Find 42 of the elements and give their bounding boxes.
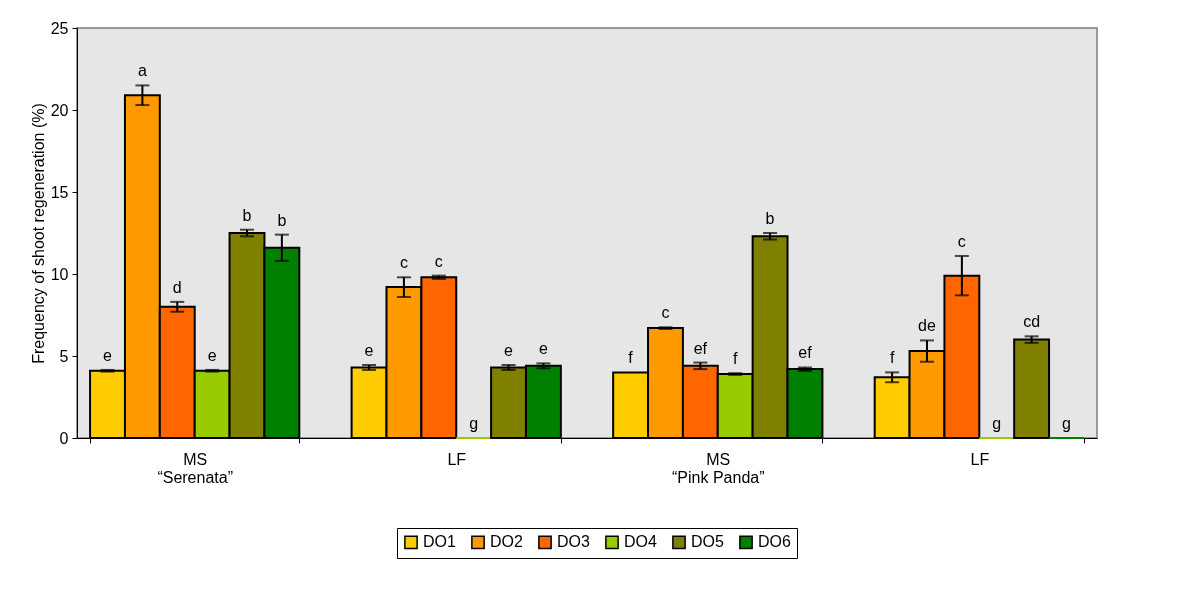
data-label: ef bbox=[693, 339, 708, 357]
data-label: e bbox=[538, 340, 548, 358]
x-tick-label: LF bbox=[447, 450, 467, 468]
y-tick-label: 15 bbox=[50, 183, 69, 201]
legend-label: DO6 bbox=[758, 533, 791, 551]
data-label: e bbox=[207, 346, 217, 364]
y-tick-label: 10 bbox=[50, 265, 69, 283]
data-label: b bbox=[277, 211, 287, 229]
legend-label: DO4 bbox=[624, 533, 657, 551]
data-label: g bbox=[469, 415, 479, 432]
data-label: c bbox=[957, 232, 966, 250]
legend-label: DO5 bbox=[691, 533, 724, 551]
bar bbox=[1013, 338, 1051, 439]
y-tick-label: 0 bbox=[59, 429, 69, 447]
y-tick-label: 5 bbox=[59, 347, 69, 365]
data-label: e bbox=[103, 346, 113, 364]
data-label: ef bbox=[798, 344, 813, 362]
y-axis-title: Frequency of shoot regeneration (%) bbox=[29, 103, 47, 364]
y-tick-label: 20 bbox=[50, 101, 69, 119]
data-label: f bbox=[889, 349, 895, 367]
data-label: g bbox=[1062, 415, 1071, 432]
legend-label: DO3 bbox=[557, 533, 590, 551]
data-label: b bbox=[242, 206, 252, 224]
x-tick-label: LF bbox=[970, 450, 990, 468]
legend-label: DO1 bbox=[423, 533, 456, 551]
x-tick-label: MS “Serenata” bbox=[157, 450, 233, 486]
data-label: c bbox=[434, 252, 443, 270]
data-label: f bbox=[732, 350, 738, 368]
data-label: c bbox=[399, 254, 408, 272]
data-label: e bbox=[504, 342, 514, 360]
legend-label: DO2 bbox=[490, 533, 523, 551]
data-label: d bbox=[172, 278, 182, 296]
data-label: a bbox=[137, 62, 147, 80]
data-label: f bbox=[628, 349, 634, 367]
data-label: de bbox=[918, 317, 936, 335]
data-label: b bbox=[765, 210, 775, 227]
y-tick-label: 25 bbox=[50, 19, 69, 37]
x-tick-label: MS “Pink Panda” bbox=[672, 450, 765, 486]
data-label: c bbox=[661, 304, 670, 322]
data-label: cd bbox=[1023, 313, 1041, 331]
data-label: g bbox=[992, 415, 1002, 432]
data-label: e bbox=[364, 342, 374, 360]
